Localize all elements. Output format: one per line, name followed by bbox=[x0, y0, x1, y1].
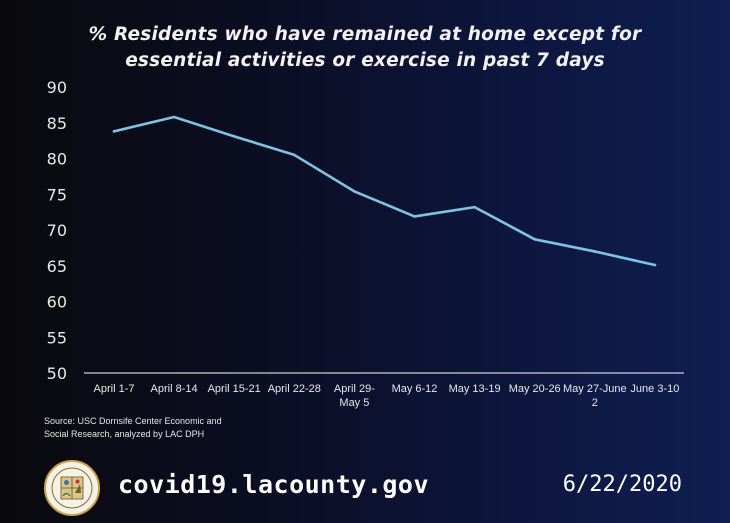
data-point bbox=[473, 205, 476, 209]
y-tick-label: 85 bbox=[47, 114, 67, 133]
x-tick-label: May 20-26 bbox=[509, 383, 561, 395]
chart-title: % Residents who have remained at home ex… bbox=[40, 22, 690, 74]
y-tick-label: 75 bbox=[47, 185, 67, 204]
x-tick-label: June 3-10 bbox=[630, 383, 679, 395]
data-point bbox=[232, 135, 236, 138]
y-tick-label: 70 bbox=[47, 221, 67, 240]
y-tick-label: 65 bbox=[47, 257, 67, 276]
data-point bbox=[353, 190, 356, 193]
chart-title-line-2: essential activities or exercise in past… bbox=[125, 50, 605, 71]
data-point bbox=[293, 153, 296, 157]
y-tick-label: 80 bbox=[47, 150, 67, 169]
source-line-1: Source: USC Dornsife Center Economic and bbox=[44, 416, 222, 426]
y-tick-label: 50 bbox=[47, 364, 67, 383]
x-tick-label: April 8-14 bbox=[151, 383, 198, 395]
data-point bbox=[593, 250, 597, 253]
series-line bbox=[112, 115, 657, 267]
x-tick-label: April 1-7 bbox=[94, 383, 135, 395]
y-tick-label: 55 bbox=[47, 328, 67, 347]
source-note: Source: USC Dornsife Center Economic and… bbox=[44, 415, 264, 441]
la-county-seal-icon bbox=[44, 460, 100, 516]
data-point bbox=[172, 115, 176, 119]
data-point bbox=[533, 237, 536, 241]
source-line-2: Social Research, analyzed by LAC DPH bbox=[44, 429, 205, 439]
x-tick-label: April 15-21 bbox=[208, 383, 261, 395]
x-tick-label: May 27-June 2 bbox=[563, 383, 627, 409]
data-point bbox=[112, 130, 116, 133]
data-point bbox=[653, 263, 657, 267]
x-tick-label: May 6-12 bbox=[392, 383, 438, 395]
x-tick-label: April 22-28 bbox=[268, 383, 321, 395]
y-tick-label: 90 bbox=[47, 78, 67, 97]
y-tick-label: 60 bbox=[47, 293, 67, 312]
chart-title-line-1: % Residents who have remained at home ex… bbox=[88, 24, 642, 45]
data-point bbox=[413, 215, 416, 218]
x-tick-label: May 13-19 bbox=[449, 383, 501, 395]
report-date: 6/22/2020 bbox=[562, 472, 682, 497]
x-tick-label: April 29-May 5 bbox=[334, 383, 375, 409]
website-url: covid19.lacounty.gov bbox=[118, 470, 430, 499]
